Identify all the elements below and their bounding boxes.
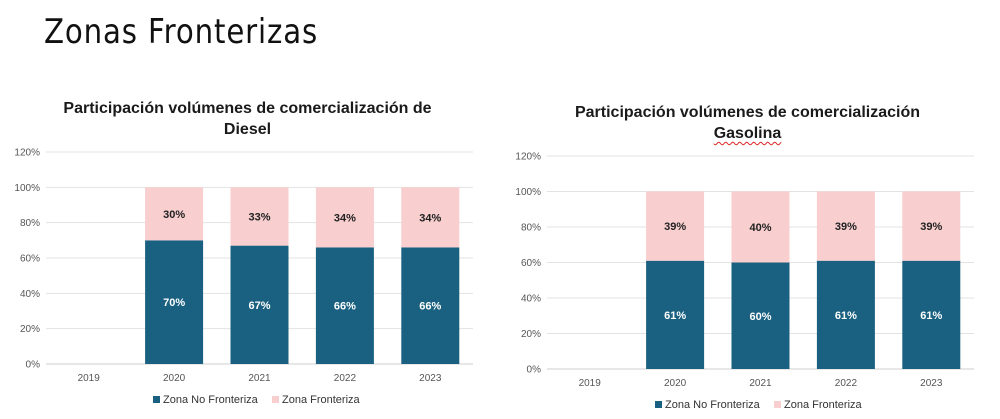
y-tick-label: 60% xyxy=(521,258,541,269)
bar-zona-fronteriza xyxy=(902,191,961,261)
bar-zona-no-fronteriza xyxy=(646,260,705,369)
data-label: 39% xyxy=(920,221,942,233)
legend-label: Zona No Fronteriza xyxy=(163,394,259,406)
legend-swatch-fronteriza xyxy=(774,401,781,408)
data-label: 34% xyxy=(419,212,441,224)
y-tick-label: 0% xyxy=(26,360,41,371)
bar-zona-fronteriza xyxy=(315,187,374,248)
bar-zona-no-fronteriza xyxy=(902,260,961,369)
x-tick-label: 2023 xyxy=(419,373,442,384)
bar-zona-no-fronteriza xyxy=(401,247,460,364)
y-tick-label: 20% xyxy=(20,324,40,335)
x-tick-label: 2021 xyxy=(749,378,772,389)
data-label: 67% xyxy=(248,300,270,312)
legend-label: Zona Fronteriza xyxy=(784,399,863,411)
bar-zona-no-fronteriza xyxy=(315,247,374,364)
data-label: 66% xyxy=(334,301,356,313)
data-label: 34% xyxy=(334,212,356,224)
bar-zona-fronteriza xyxy=(230,187,289,246)
legend-swatch-fronteriza xyxy=(272,396,279,403)
chart-title-line1: Participación volúmenes de comercializac… xyxy=(574,104,920,121)
x-tick-label: 2020 xyxy=(163,373,186,384)
legend-label: Zona Fronteriza xyxy=(282,394,361,406)
data-label: 61% xyxy=(835,310,857,322)
chart-title-gasolina: Participación volúmenes de comercializac… xyxy=(560,102,935,144)
x-tick-label: 2022 xyxy=(835,378,858,389)
x-tick-label: 2019 xyxy=(78,373,101,384)
x-tick-label: 2019 xyxy=(579,378,602,389)
bar-zona-fronteriza xyxy=(816,191,875,261)
data-label: 66% xyxy=(419,301,441,313)
bar-zona-no-fronteriza xyxy=(230,245,289,364)
y-tick-label: 60% xyxy=(20,254,40,265)
data-label: 30% xyxy=(163,209,185,221)
y-tick-label: 80% xyxy=(20,218,40,229)
y-tick-label: 100% xyxy=(515,187,541,198)
chart-title-line2: Diesel xyxy=(223,121,272,138)
bar-zona-no-fronteriza xyxy=(816,260,875,369)
chart-title-diesel: Participación volúmenes de comercializac… xyxy=(60,98,435,140)
x-tick-label: 2021 xyxy=(248,373,271,384)
y-tick-label: 20% xyxy=(521,329,541,340)
legend-label: Zona No Fronteriza xyxy=(665,399,761,411)
bar-zona-fronteriza xyxy=(731,191,790,263)
y-tick-label: 40% xyxy=(521,294,541,305)
data-label: 39% xyxy=(835,221,857,233)
x-tick-label: 2020 xyxy=(664,378,687,389)
y-tick-label: 120% xyxy=(14,148,40,159)
data-label: 39% xyxy=(664,221,686,233)
data-label: 33% xyxy=(248,211,270,223)
chart-title-line1: Participación volúmenes de comercializac… xyxy=(63,100,432,117)
data-label: 40% xyxy=(749,222,771,234)
bar-zona-fronteriza xyxy=(145,187,204,241)
bar-zona-fronteriza xyxy=(401,187,460,248)
data-label: 61% xyxy=(664,310,686,322)
y-tick-label: 80% xyxy=(521,223,541,234)
page-title: Zonas Fronterizas xyxy=(44,12,319,52)
legend-swatch-no-fronteriza xyxy=(655,401,662,408)
bar-zona-fronteriza xyxy=(646,191,705,261)
chart-title-line2: Gasolina xyxy=(713,125,782,142)
y-tick-label: 0% xyxy=(527,365,542,376)
x-tick-label: 2023 xyxy=(920,378,943,389)
y-tick-label: 40% xyxy=(20,289,40,300)
data-label: 60% xyxy=(749,311,771,323)
x-tick-label: 2022 xyxy=(334,373,357,384)
y-tick-label: 120% xyxy=(515,152,541,163)
y-tick-label: 100% xyxy=(14,183,40,194)
bar-zona-no-fronteriza xyxy=(731,262,790,369)
data-label: 61% xyxy=(920,310,942,322)
bar-zona-no-fronteriza xyxy=(145,240,204,364)
data-label: 70% xyxy=(163,297,185,309)
legend-swatch-no-fronteriza xyxy=(153,396,160,403)
